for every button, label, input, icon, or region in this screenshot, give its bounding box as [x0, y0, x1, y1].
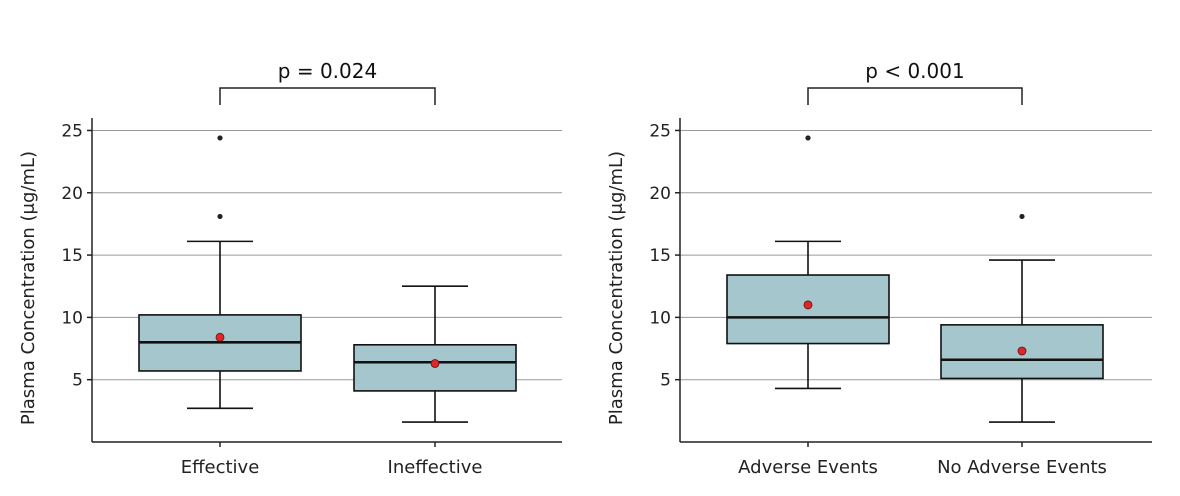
y-tick-label: 5: [72, 371, 83, 391]
significance-bracket: [219, 87, 436, 105]
y-tick-label: 25: [649, 121, 671, 141]
y-tick-label: 20: [649, 184, 671, 204]
y-tick-label: 10: [649, 308, 671, 328]
y-tick-label: 15: [61, 246, 83, 266]
significance-bracket: [807, 87, 1023, 105]
box-adverse-events: [726, 135, 890, 390]
chart-panel-2: 5 10 15 20 25 Plasma Concentration (μg/mL) Adv…: [606, 59, 1152, 478]
y-tick-label: 20: [61, 184, 83, 204]
category-label: Ineffective: [388, 457, 483, 478]
box-ineffective: [353, 285, 517, 423]
category-label: Effective: [181, 457, 260, 478]
y-tick-label: 25: [61, 121, 83, 141]
y-axis-label: Plasma Concentration (μg/mL): [18, 151, 39, 425]
y-tick-label: 5: [660, 371, 671, 391]
y-axis-label: Plasma Concentration (μg/mL): [606, 151, 627, 425]
box-effective: [138, 135, 302, 410]
mean-point: [1017, 346, 1027, 356]
chart-panel-1: 5 10 15 20 25 Plasma Concentration (μg/mL) Eff…: [18, 59, 562, 478]
p-value-annotation: p = 0.024: [278, 59, 377, 83]
mean-point: [215, 332, 225, 342]
box-no-adverse-events: [940, 213, 1104, 423]
p-value-annotation: p < 0.001: [865, 59, 964, 83]
category-label: Adverse Events: [738, 457, 878, 478]
category-label: No Adverse Events: [937, 457, 1107, 478]
y-tick-label: 15: [649, 246, 671, 266]
outlier-point: [217, 135, 223, 141]
outlier-point: [1019, 213, 1025, 220]
mean-point: [803, 300, 813, 310]
y-tick-label: 10: [61, 308, 83, 328]
outlier-point: [805, 135, 811, 141]
outlier-point: [217, 213, 223, 220]
mean-point: [430, 359, 440, 368]
